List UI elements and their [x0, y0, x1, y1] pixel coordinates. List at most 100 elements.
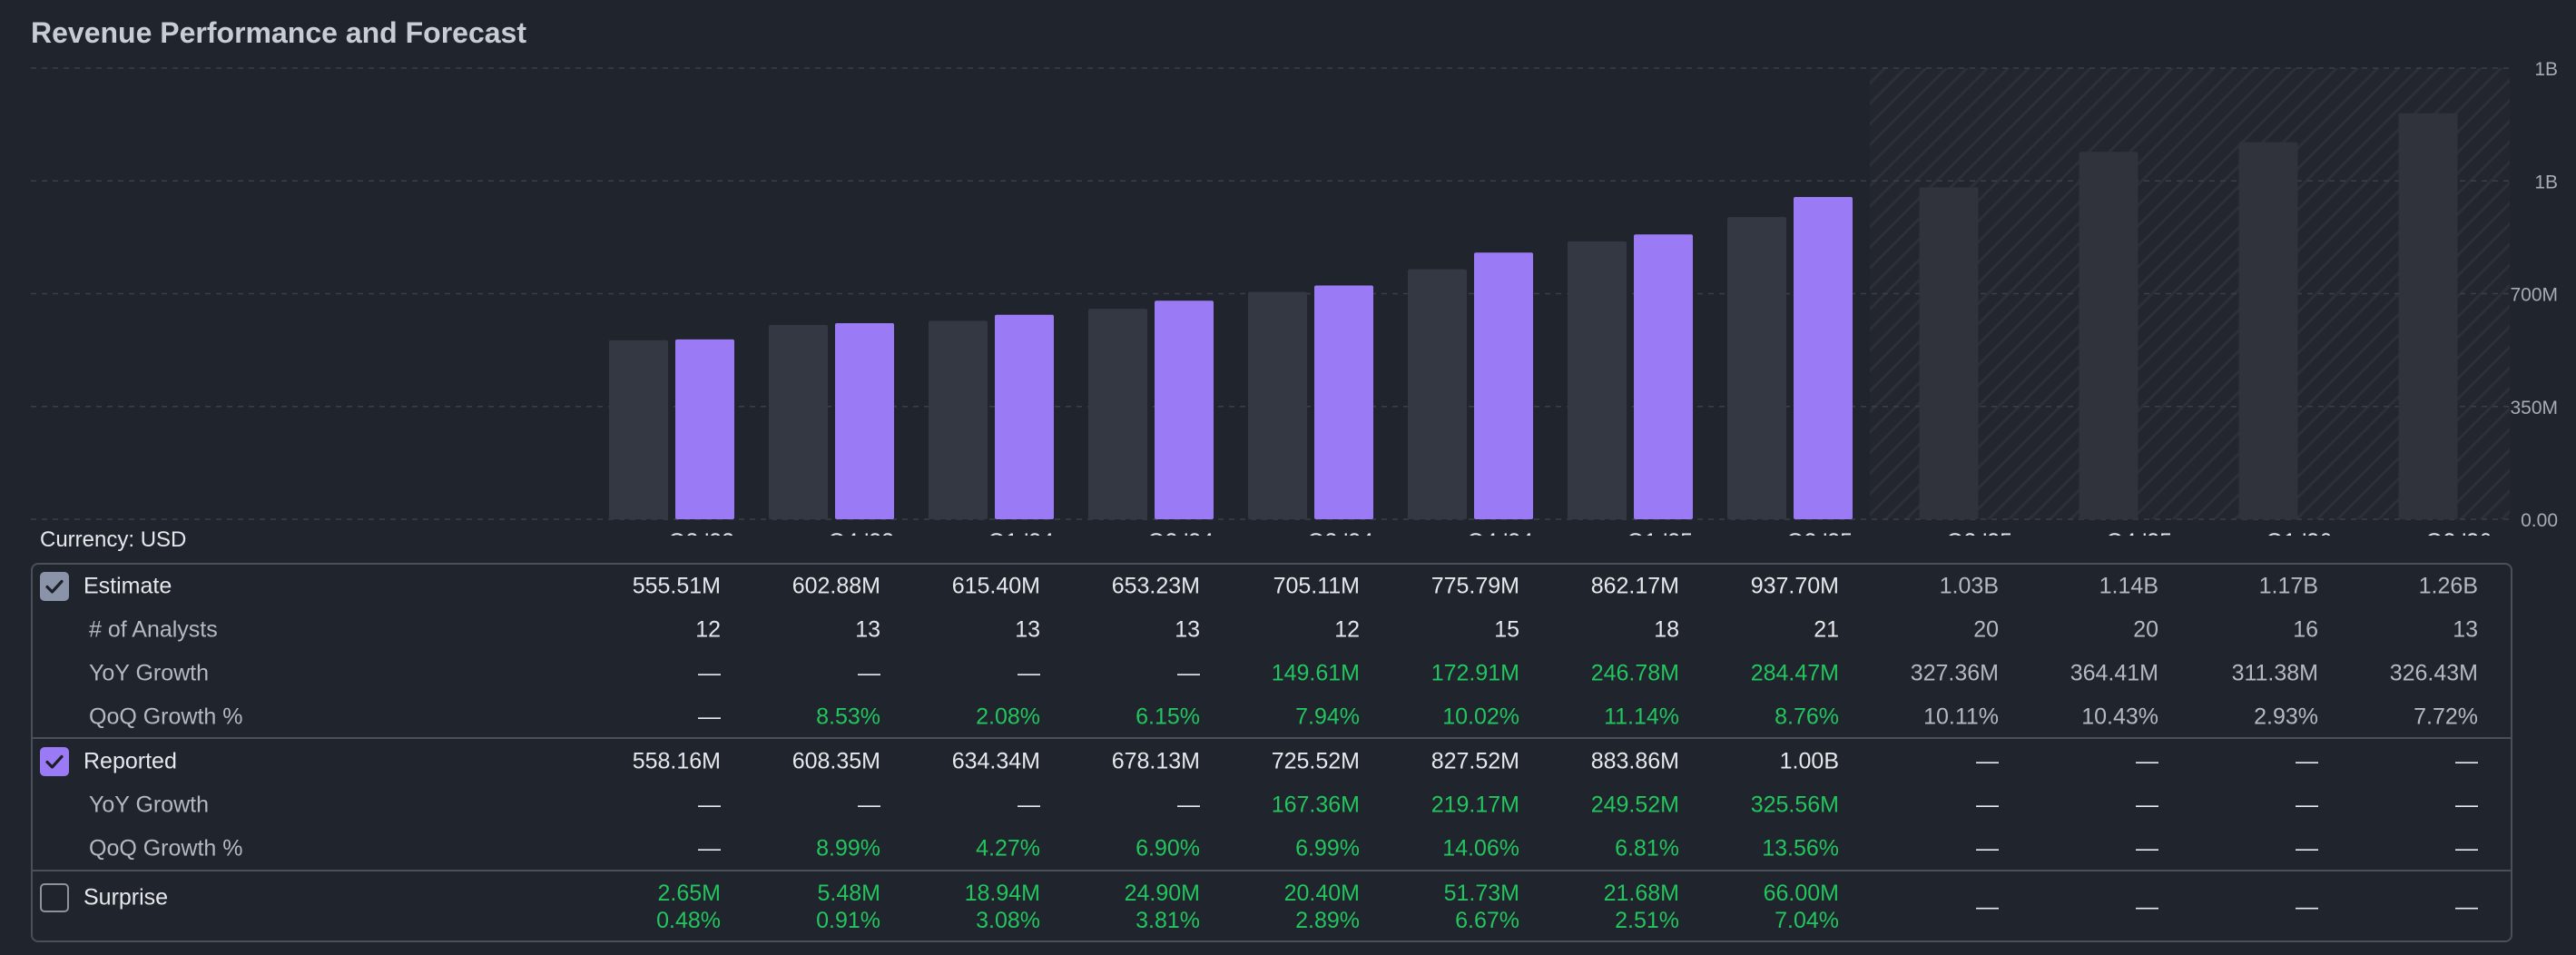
- surprise-amount: 66.00M: [1763, 881, 1839, 906]
- surprise-amount: 5.48M: [817, 881, 880, 906]
- estimate_yoy-label: YoY Growth: [89, 660, 210, 686]
- y-tick-label: 1B: [2534, 172, 2558, 192]
- estimate_yoy-cell: 172.91M: [1431, 660, 1519, 686]
- estimate-bar[interactable]: [1088, 309, 1147, 519]
- estimate_yoy-cell: 326.43M: [2389, 660, 2478, 686]
- estimate-bar[interactable]: [929, 320, 988, 519]
- reported-bar[interactable]: [1474, 252, 1533, 519]
- estimate_qoq-cell: 6.15%: [1136, 704, 1200, 730]
- estimate-cell: 937.70M: [1750, 573, 1839, 599]
- estimate_yoy-cell: 311.38M: [2231, 660, 2318, 686]
- surprise-amount: 21.68M: [1603, 881, 1679, 906]
- reported_qoq-cell: —: [2136, 835, 2158, 861]
- estimate-cell: 1.03B: [1939, 573, 1999, 599]
- surprise-cell: 24.90M 3.81%: [1046, 880, 1200, 934]
- reported_yoy-cell: —: [858, 792, 880, 818]
- estimate-bar[interactable]: [1248, 291, 1307, 519]
- analysts-cell: 20: [1973, 616, 1999, 643]
- reported_yoy-cell: —: [1018, 792, 1040, 818]
- x-tick-label: Q2 '25: [1786, 529, 1853, 536]
- reported_qoq-cell: 8.99%: [816, 835, 880, 861]
- estimate_qoq-cell: 7.94%: [1295, 704, 1360, 730]
- reported-cell: 1.00B: [1779, 748, 1839, 774]
- surprise-amount: 2.65M: [657, 881, 721, 906]
- reported-cell: 827.52M: [1431, 748, 1519, 774]
- forecast-estimate-bar[interactable]: [2238, 142, 2298, 519]
- reported-cell: —: [1976, 748, 1999, 774]
- table-row-reported_yoy: YoY Growth — — — — 167.36M 219.17M 249.52M 325.5…: [33, 783, 2511, 827]
- estimate_qoq-cell: 10.43%: [2081, 704, 2158, 730]
- reported_yoy-cell: —: [1177, 792, 1200, 818]
- estimate-cell: 602.88M: [791, 573, 880, 599]
- estimate-bar[interactable]: [1408, 269, 1467, 519]
- x-tick-label: Q3 '25: [1946, 529, 2012, 536]
- estimate_yoy-cell: 327.36M: [1910, 660, 1999, 686]
- surprise-label: Surprise: [84, 884, 169, 911]
- reported_qoq-cell: —: [1976, 835, 1999, 861]
- surprise-amount: 20.40M: [1283, 881, 1360, 906]
- surprise-amount: —: [1976, 894, 1999, 920]
- estimate-bar[interactable]: [609, 340, 668, 519]
- reported-checkbox[interactable]: [40, 747, 69, 776]
- reported_qoq-cell: 6.99%: [1295, 835, 1360, 861]
- reported_qoq-cell: —: [2455, 835, 2478, 861]
- revenue-bar-chart: 0.00 350M 700M 1B 1B Q3 '23 Q4 '23 Q1 '24 Q2 '2…: [31, 59, 2558, 536]
- table-row-analysts: # of Analysts 12 13 13 13 12 15 18 21 20 20 16 13: [33, 608, 2511, 652]
- estimate_yoy-cell: —: [1018, 660, 1040, 686]
- surprise-amount: 24.90M: [1124, 881, 1200, 906]
- table-row-estimate_yoy: YoY Growth — — — — 149.61M 172.91M 246.78M 284.4…: [33, 652, 2511, 695]
- reported-bar[interactable]: [1155, 300, 1214, 519]
- reported-bar[interactable]: [1794, 197, 1853, 519]
- estimate-bar[interactable]: [769, 324, 828, 519]
- estimate_qoq-cell: 2.93%: [2254, 704, 2318, 730]
- surprise-percent: 6.67%: [1455, 908, 1519, 933]
- table-row-reported: Reported 558.16M 608.35M 634.34M 678.13M 725.…: [33, 740, 2511, 783]
- estimate-bar[interactable]: [1568, 241, 1627, 519]
- forecast-estimate-bar[interactable]: [2398, 113, 2458, 519]
- estimate-checkbox[interactable]: [40, 572, 69, 601]
- surprise-percent: 7.04%: [1775, 908, 1839, 933]
- estimate-bar[interactable]: [1727, 217, 1786, 519]
- estimate_yoy-cell: 364.41M: [2070, 660, 2158, 686]
- analysts-cell: 21: [1814, 616, 1839, 643]
- reported-bar[interactable]: [835, 323, 894, 519]
- estimate-cell: 1.26B: [2418, 573, 2478, 599]
- estimate_qoq-cell: 8.53%: [816, 704, 880, 730]
- estimate-cell: 862.17M: [1590, 573, 1679, 599]
- estimate_qoq-cell: —: [698, 704, 721, 730]
- row-divider: [33, 737, 2511, 739]
- forecast-estimate-bar[interactable]: [1919, 187, 1979, 519]
- reported-bar[interactable]: [1314, 285, 1373, 519]
- x-tick-label: Q2 '26: [2425, 529, 2492, 536]
- check-icon: [45, 754, 64, 769]
- reported_qoq-cell: —: [2296, 835, 2318, 861]
- estimate_qoq-cell: 11.14%: [1604, 704, 1679, 730]
- reported_yoy-label: YoY Growth: [89, 792, 210, 818]
- surprise-cell: 5.48M 0.91%: [726, 880, 880, 934]
- analysts-cell: 13: [2453, 616, 2478, 643]
- analysts-cell: 12: [1334, 616, 1360, 643]
- analysts-cell: 13: [1015, 616, 1040, 643]
- forecast-estimate-bar[interactable]: [2079, 152, 2138, 520]
- analysts-cell: 13: [855, 616, 880, 643]
- reported-bar[interactable]: [675, 339, 734, 519]
- reported-bar[interactable]: [995, 314, 1054, 519]
- reported-cell: —: [2455, 748, 2478, 774]
- row-divider: [33, 870, 2511, 871]
- reported_yoy-cell: 249.52M: [1590, 792, 1679, 818]
- analysts-cell: 16: [2293, 616, 2318, 643]
- y-tick-label: 1B: [2534, 59, 2558, 80]
- estimate-cell: 615.40M: [951, 573, 1040, 599]
- reported-bar[interactable]: [1634, 234, 1693, 519]
- table-row-estimate: Estimate 555.51M 602.88M 615.40M 653.23M 705.…: [33, 565, 2511, 608]
- y-tick-label: 700M: [2510, 285, 2558, 306]
- surprise-cell: —: [1844, 893, 1999, 921]
- surprise-checkbox[interactable]: [40, 883, 69, 912]
- analysts-cell: 15: [1494, 616, 1519, 643]
- reported_yoy-cell: 325.56M: [1750, 792, 1839, 818]
- surprise-cell: —: [2004, 893, 2158, 921]
- estimate-cell: 705.11M: [1273, 573, 1360, 599]
- estimate-cell: 555.51M: [632, 573, 721, 599]
- estimate-cell: 1.17B: [2258, 573, 2318, 599]
- surprise-cell: 20.40M 2.89%: [1205, 880, 1360, 934]
